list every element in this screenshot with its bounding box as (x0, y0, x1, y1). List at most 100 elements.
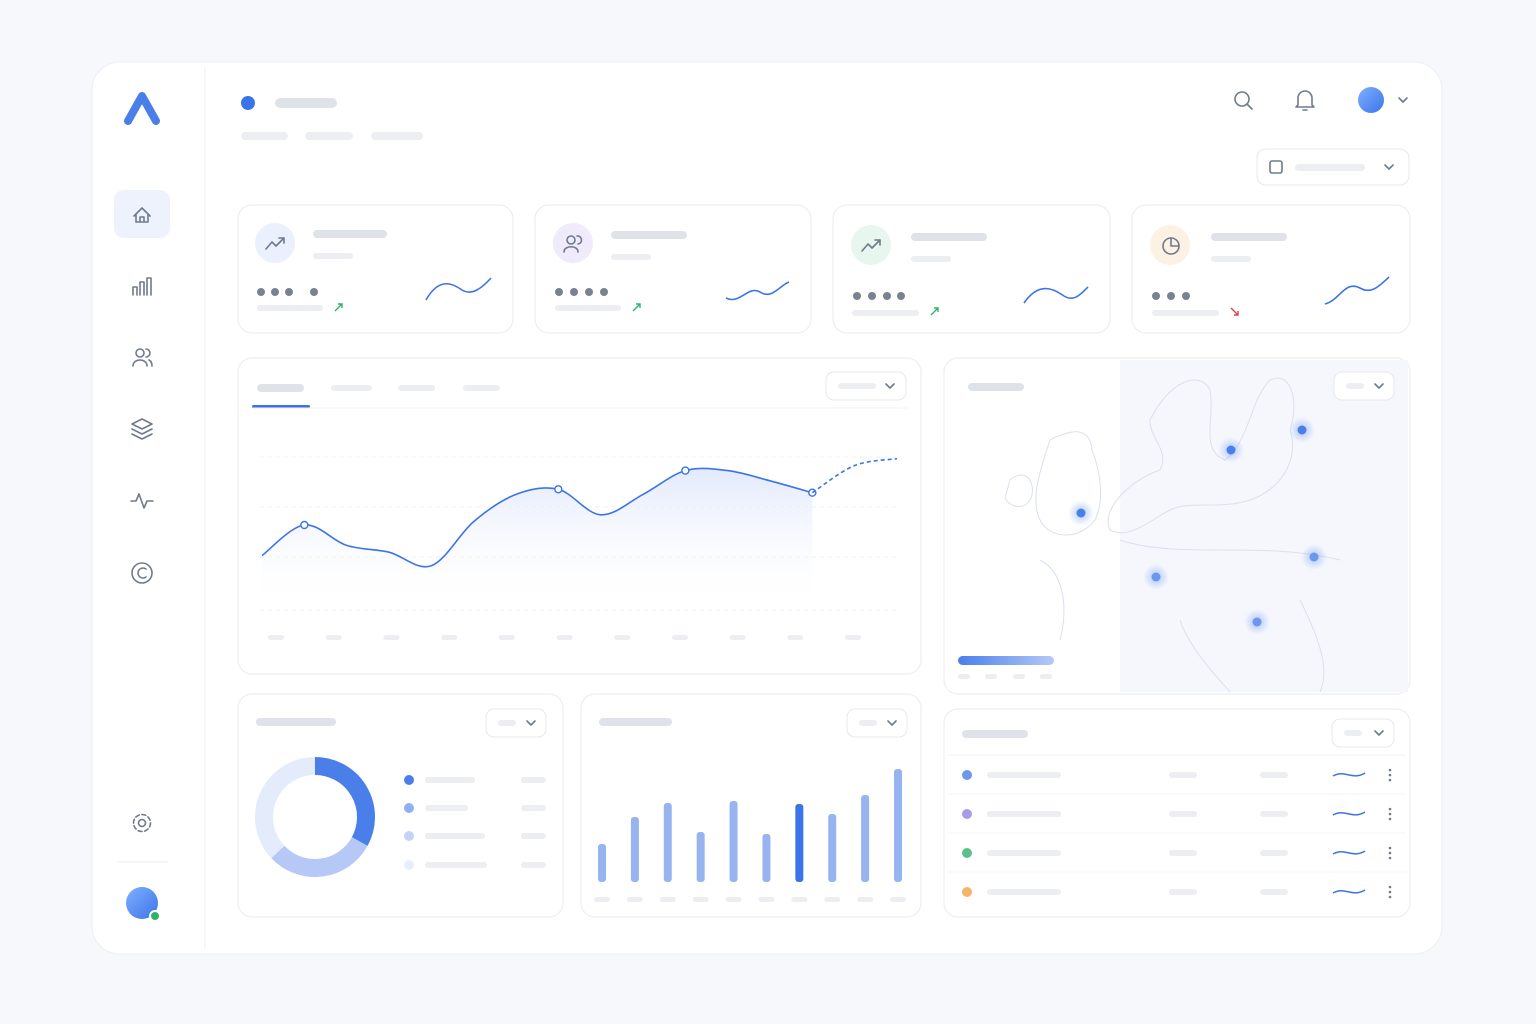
users-icon[interactable] (132, 348, 153, 367)
breadcrumb[interactable] (241, 132, 288, 140)
row-placeholder (987, 850, 1061, 856)
activity-icon[interactable] (130, 493, 154, 509)
x-label-placeholder (614, 635, 631, 640)
nav-home-active[interactable] (114, 190, 170, 238)
legend-gradient (958, 656, 1054, 665)
line-point[interactable] (554, 485, 563, 494)
bar[interactable] (630, 817, 639, 882)
table-row[interactable] (962, 807, 1392, 821)
donut-segment[interactable] (255, 757, 316, 859)
row-placeholder (1260, 889, 1288, 895)
line-series (261, 467, 813, 568)
x-label-placeholder (758, 897, 775, 902)
bar[interactable] (598, 844, 606, 882)
donut-segment[interactable] (314, 757, 375, 846)
map-point[interactable] (1218, 437, 1244, 463)
legend-ticks (958, 674, 1052, 679)
x-label-placeholder (791, 897, 808, 902)
map-point[interactable] (1289, 417, 1315, 443)
row-placeholder (987, 889, 1061, 895)
line-point[interactable] (300, 520, 309, 530)
table-row[interactable] (962, 885, 1392, 899)
kpi-card[interactable] (1131, 204, 1411, 334)
bar[interactable] (696, 832, 705, 882)
x-label-placeholder (383, 635, 400, 640)
tab[interactable] (398, 385, 435, 391)
breadcrumb[interactable] (305, 132, 353, 140)
search-icon[interactable] (1234, 91, 1253, 110)
home-icon[interactable] (133, 207, 151, 223)
title-dot (241, 96, 255, 110)
table-row[interactable] (962, 768, 1392, 782)
bar[interactable] (828, 814, 837, 882)
table-dropdown[interactable] (1331, 718, 1395, 748)
x-label-placeholder (857, 897, 874, 902)
map-point[interactable] (1244, 609, 1270, 635)
bar[interactable] (861, 795, 870, 882)
row-sparkline (1332, 850, 1366, 855)
map-point[interactable] (1068, 500, 1094, 526)
map-title-placeholder (968, 383, 1024, 391)
row-menu-dot (1388, 778, 1392, 782)
dropdown-chevron (1374, 730, 1384, 736)
row-placeholder (1260, 811, 1288, 817)
breadcrumb[interactable] (371, 132, 423, 140)
user-avatar[interactable] (126, 887, 158, 919)
tab[interactable] (257, 384, 304, 392)
profile-menu-chevron[interactable] (1398, 97, 1408, 103)
kpi-card[interactable] (237, 204, 514, 334)
bar[interactable] (729, 801, 738, 882)
map-point[interactable] (1301, 544, 1327, 570)
kpi-card[interactable] (832, 204, 1111, 334)
row-dot (962, 809, 972, 819)
row-menu-dot (1388, 885, 1392, 889)
map-outline (1004, 377, 1341, 693)
settings-icon[interactable] (132, 813, 152, 833)
donut-segment[interactable] (271, 836, 368, 877)
row-sparkline (1332, 772, 1366, 777)
x-label-placeholder (845, 635, 861, 640)
bar[interactable] (795, 804, 804, 882)
dropdown-placeholder (838, 383, 876, 389)
notification-icon[interactable] (1295, 90, 1315, 111)
row-placeholder (1169, 811, 1197, 817)
title-placeholder (275, 98, 337, 108)
x-label-placeholder (671, 635, 688, 640)
forecast-line (811, 457, 898, 494)
calendar-icon (1269, 160, 1283, 174)
dropdown-placeholder (498, 720, 516, 726)
map-background (1120, 360, 1408, 692)
tab[interactable] (331, 385, 372, 391)
date-placeholder (1295, 164, 1365, 171)
x-label-placeholder (659, 897, 676, 902)
row-menu-dot (1388, 851, 1392, 855)
table-row[interactable] (962, 846, 1392, 860)
card-title-placeholder (599, 718, 672, 726)
bar[interactable] (894, 769, 902, 882)
dropdown-chevron (1374, 383, 1384, 389)
row-placeholder (987, 772, 1061, 778)
dropdown-chevron (885, 383, 895, 389)
row-placeholder (1169, 889, 1197, 895)
row-menu-dot (1388, 890, 1392, 894)
billing-icon[interactable] (131, 562, 153, 584)
row-menu-dot (1388, 846, 1392, 850)
row-menu-dot (1388, 812, 1392, 816)
bar[interactable] (663, 803, 672, 882)
kpi-card[interactable] (534, 204, 812, 334)
row-placeholder (1169, 772, 1197, 778)
map-point[interactable] (1143, 564, 1169, 590)
layers-icon[interactable] (131, 418, 153, 440)
tab[interactable] (463, 385, 500, 391)
line-point[interactable] (681, 466, 690, 475)
bar[interactable] (762, 834, 771, 882)
profile-avatar[interactable] (1358, 87, 1384, 113)
logo[interactable] (124, 92, 160, 125)
row-menu-dot (1388, 895, 1392, 899)
analytics-icon[interactable] (132, 277, 152, 296)
row-placeholder (1260, 850, 1288, 856)
row-menu-dot (1388, 856, 1392, 860)
row-menu-dot (1388, 817, 1392, 821)
